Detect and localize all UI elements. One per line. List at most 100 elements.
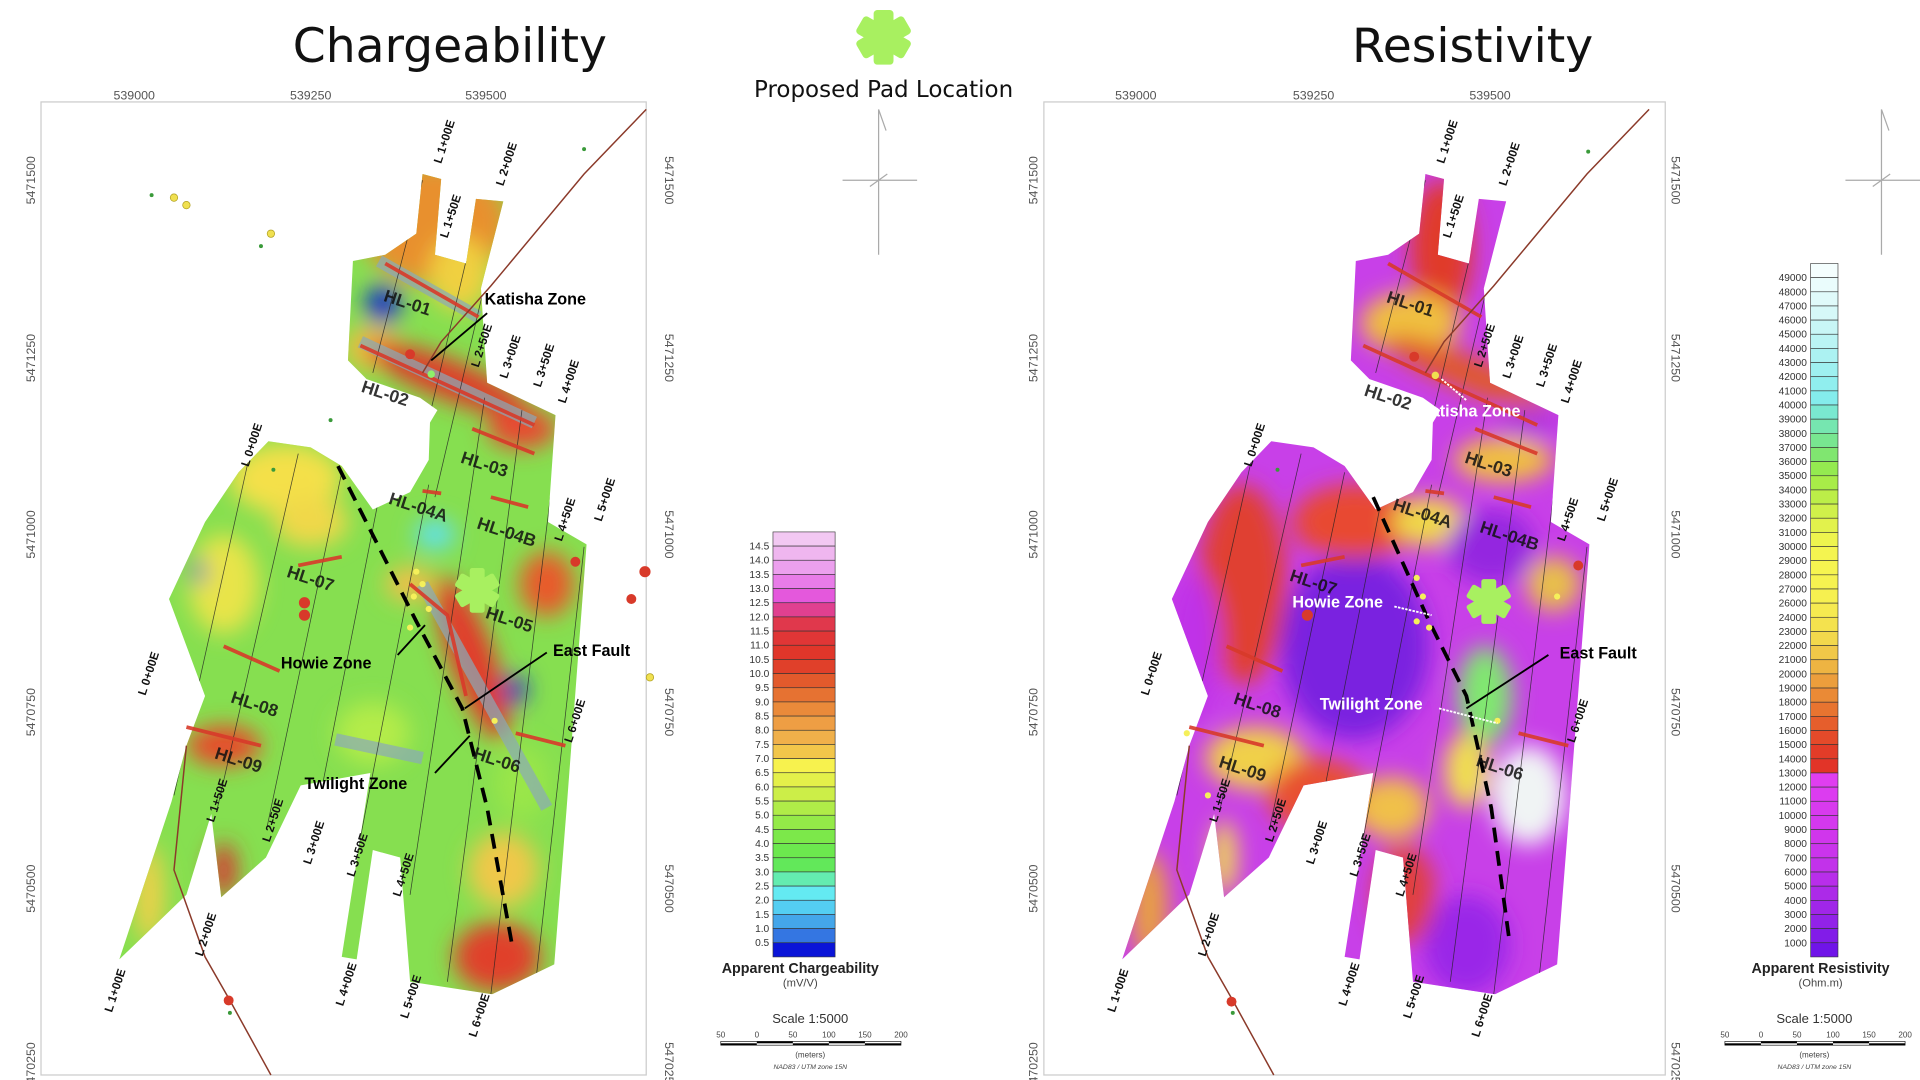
- legend-color-band: [772, 687, 836, 703]
- legend-color-band: [1810, 348, 1839, 363]
- projection-label: NAD83 / UTM zone 15N: [1778, 1064, 1852, 1071]
- legend-title: Apparent Resistivity: [1752, 961, 1890, 977]
- y-tick-label-left: 5470250: [24, 1042, 38, 1080]
- legend-value-label: 6000: [1784, 868, 1807, 879]
- legend-value-label: 46000: [1779, 316, 1808, 327]
- y-tick-label-right: 5471000: [662, 510, 676, 558]
- y-tick-label-right: 5470750: [1668, 688, 1682, 736]
- legend-color-band: [1810, 532, 1839, 547]
- zone-arrows: [1394, 378, 1549, 725]
- legend-value-label: 4000: [1784, 896, 1807, 907]
- scale-tick-label: 50: [1792, 1031, 1801, 1040]
- legend-color-band: [1810, 319, 1839, 335]
- drill-collars: [1183, 149, 1591, 1015]
- proposed-pad-marker: [1466, 579, 1511, 624]
- legend-color-band: [1810, 645, 1839, 661]
- scale-bar-segment: [1869, 1043, 1906, 1046]
- legend-color-band: [1810, 503, 1839, 519]
- x-tick-label-top: 539250: [290, 88, 331, 102]
- legend-value-label: 8000: [1784, 839, 1807, 850]
- scale-unit: (meters): [1799, 1051, 1829, 1060]
- legend-value-label: 30000: [1779, 542, 1808, 553]
- east-fault-dashed-line: [1371, 496, 1512, 945]
- legend-value-label: 20000: [1779, 669, 1808, 680]
- legend-color-band: [1810, 687, 1839, 703]
- legend-color-band: [772, 602, 836, 618]
- legend-color-band: [1810, 546, 1839, 561]
- scale-tick-label: 150: [858, 1031, 872, 1040]
- y-tick-label-left: 5471250: [24, 334, 38, 382]
- legend-color-band: [1810, 928, 1839, 944]
- legend-value-label: 12000: [1779, 783, 1808, 794]
- projection-label: NAD83 / UTM zone 15N: [773, 1064, 847, 1071]
- legend-value-label: 36000: [1779, 457, 1808, 468]
- legend-value-label: 18000: [1779, 698, 1808, 709]
- legend-color-band: [772, 729, 836, 745]
- legend-color-band: [1810, 716, 1839, 731]
- asterisk-star-icon: [856, 9, 911, 65]
- y-tick-label-left: 5470250: [1027, 1042, 1041, 1080]
- legend-color-band: [1810, 588, 1839, 604]
- legend-color-band: [1810, 730, 1839, 745]
- legend-value-label: 32000: [1779, 514, 1808, 525]
- legend-value-label: 1.5: [755, 910, 769, 921]
- legend-value-label: 10.5: [749, 655, 769, 666]
- legend-value-label: 13.5: [749, 570, 769, 581]
- legend-value-label: 28000: [1779, 570, 1808, 581]
- legend-color-band: [1810, 475, 1839, 491]
- scale-unit: (meters): [795, 1051, 825, 1060]
- x-tick-label-bottom: 539250: [290, 1078, 331, 1080]
- legend-value-label: 17000: [1779, 712, 1808, 723]
- legend-color-band: [1810, 871, 1839, 887]
- y-tick-label-right: 5471500: [662, 156, 676, 204]
- legend-value-label: 11.5: [750, 627, 769, 638]
- scale-tick-label: 100: [1826, 1031, 1840, 1040]
- proposed-pad-marker: [455, 567, 500, 613]
- legend-value-label: 2.5: [755, 882, 769, 893]
- legend-value-label: 49000: [1779, 273, 1808, 284]
- legend-value-label: 45000: [1779, 330, 1808, 341]
- legend-value-label: 16000: [1779, 726, 1808, 737]
- legend-color-band: [772, 871, 836, 887]
- scale-title: Scale 1:5000: [772, 1011, 848, 1026]
- legend-color-band: [1810, 829, 1839, 845]
- legend-value-label: 22000: [1779, 641, 1808, 652]
- legend-value-label: 13.0: [749, 584, 769, 595]
- y-tick-label-left: 5470500: [24, 864, 38, 912]
- legend-value-label: 38000: [1779, 429, 1808, 440]
- legend-value-label: 40000: [1779, 400, 1808, 411]
- legend-value-label: 48000: [1779, 287, 1808, 298]
- y-tick-label-right: 5470750: [662, 688, 676, 736]
- legend-value-label: 26000: [1779, 599, 1808, 610]
- legend-value-label: 41000: [1779, 386, 1808, 397]
- legend-value-label: 24000: [1779, 613, 1808, 624]
- legend-color-band: [772, 744, 836, 759]
- legend-value-label: 35000: [1779, 471, 1808, 482]
- legend-title: Apparent Chargeability: [722, 961, 879, 977]
- legend-value-label: 43000: [1779, 358, 1808, 369]
- legend-value-label: 23000: [1779, 627, 1808, 638]
- legend-color-band: [1810, 390, 1839, 406]
- legend-color-band: [772, 772, 836, 788]
- legend-color-band: [772, 545, 836, 561]
- legend-color-band: [1810, 418, 1839, 434]
- scale-tick-label: 50: [1720, 1031, 1729, 1040]
- legend-color-band: [772, 630, 836, 646]
- y-tick-label-left: 5471500: [24, 156, 38, 204]
- legend-color-band: [772, 673, 836, 689]
- scale-bar-segment: [756, 1041, 793, 1044]
- chargeability-title: Chargeability: [293, 19, 607, 74]
- legend-color-band: [1810, 602, 1839, 618]
- zone-label: East Fault: [553, 642, 631, 660]
- legend-value-label: 5.0: [755, 811, 769, 822]
- x-tick-label-top: 539500: [465, 88, 506, 102]
- legend-color-band: [772, 758, 836, 774]
- legend-color-band: [1810, 574, 1839, 590]
- road-line: [1176, 745, 1275, 1076]
- legend-color-band: [1810, 404, 1839, 420]
- proposed-pad-label: Proposed Pad Location: [754, 77, 1013, 103]
- road-line: [173, 745, 272, 1076]
- legend-color-band: [1810, 843, 1839, 859]
